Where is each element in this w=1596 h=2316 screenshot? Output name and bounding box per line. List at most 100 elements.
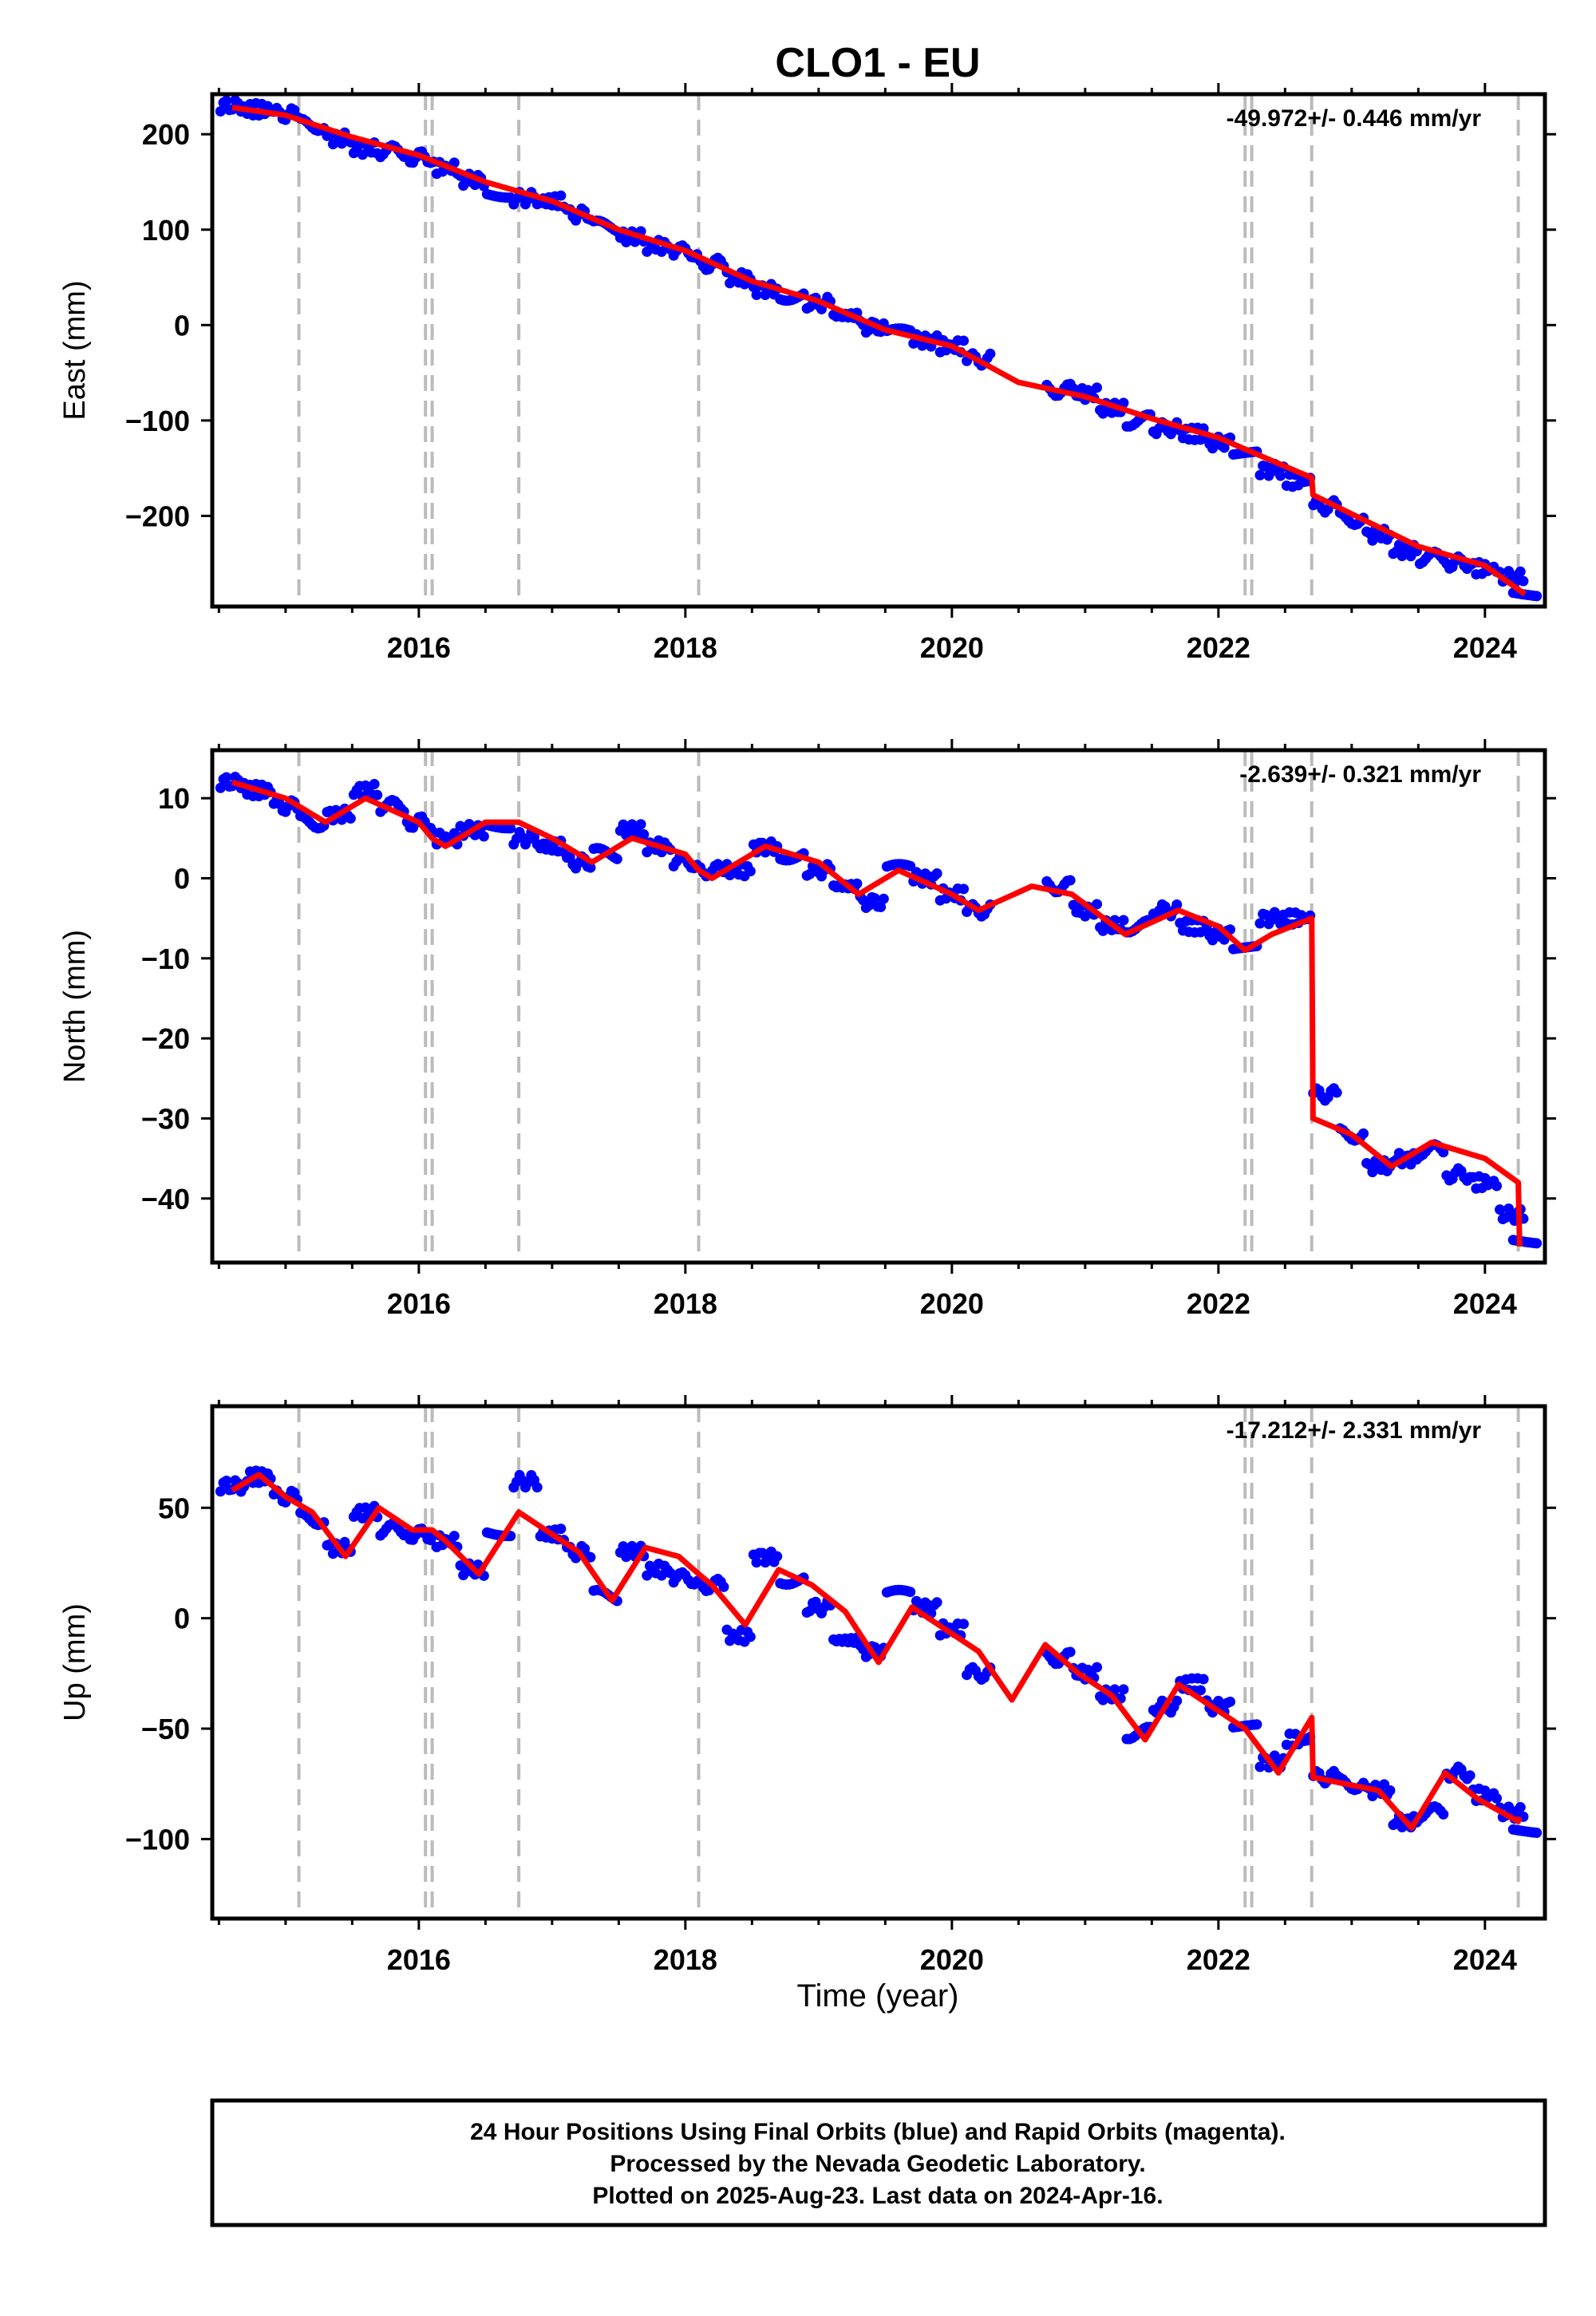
north-x-tick-label: 2016 [387, 1287, 451, 1320]
up-data-point [905, 1587, 916, 1598]
up-data-point [1464, 1770, 1476, 1781]
east-y-tick-label: 200 [142, 118, 190, 151]
east-y-axis-label: East (mm) [58, 280, 92, 420]
north-data-point [875, 902, 887, 913]
north-data-point [611, 853, 622, 864]
x-axis-label: Time (year) [797, 1978, 959, 2014]
north-x-tick-label: 2018 [654, 1287, 717, 1320]
up-data-point [215, 1486, 226, 1497]
up-y-tick-label: −50 [141, 1713, 190, 1745]
north-data-point [1491, 1180, 1503, 1192]
north-y-tick-label: −10 [141, 943, 190, 975]
north-y-tick-label: 10 [158, 782, 190, 815]
footer-line-2: Processed by the Nevada Geodetic Laborat… [610, 2151, 1145, 2177]
up-data-point [745, 1631, 756, 1642]
north-data-point [618, 819, 629, 830]
north-data-point [505, 823, 516, 834]
east-data-point [958, 335, 970, 346]
north-data-point [1331, 1087, 1342, 1098]
up-y-tick-label: 50 [158, 1492, 190, 1524]
up-data-point [531, 1482, 543, 1493]
east-plot-frame [210, 92, 1547, 609]
up-data-point [1531, 1828, 1543, 1839]
east-data-point [1515, 566, 1526, 577]
up-data-point [931, 1597, 942, 1608]
north-data-point [1065, 875, 1076, 886]
north-data-point [1495, 1204, 1506, 1215]
up-data-point [804, 1606, 816, 1617]
north-y-tick-label: −30 [141, 1102, 190, 1135]
up-data-point [958, 1618, 970, 1630]
east-data-point [1396, 551, 1408, 562]
up-x-tick-label: 2022 [1187, 1943, 1250, 1976]
east-data-point [1254, 469, 1266, 480]
north-data-point [1171, 899, 1183, 910]
north-data-point [863, 899, 875, 911]
up-panel: 2016 2018 2020 2022 2024 −100 −50 0 50 Up (mm) -17… [58, 1395, 1556, 1976]
east-x-tick-label: 2024 [1453, 631, 1517, 664]
up-data-point [626, 1540, 638, 1551]
up-plot-frame [210, 1404, 1547, 1921]
east-data-point [555, 190, 567, 201]
chart-title: CLO1 - EU [775, 40, 980, 86]
east-data-point [1518, 575, 1529, 587]
up-y-tick-label: −100 [125, 1823, 190, 1856]
up-x-tick-label: 2016 [387, 1943, 451, 1976]
north-data-point [878, 893, 889, 904]
east-data-point [327, 139, 338, 150]
east-data-point [760, 290, 771, 301]
north-rate-label: -2.639+/- 0.321 mm/yr [1239, 761, 1481, 788]
east-data-point [917, 340, 928, 351]
north-data-point [1118, 915, 1129, 926]
footer-line-1: 24 Hour Positions Using Final Orbits (bl… [470, 2119, 1286, 2145]
east-data-point [1207, 443, 1219, 454]
north-data-point [464, 819, 475, 830]
up-data-point [1171, 1695, 1183, 1706]
east-data-point [1118, 397, 1129, 409]
up-data-point [1225, 1696, 1236, 1707]
up-data-point [1491, 1792, 1503, 1804]
up-data-point [1109, 1684, 1120, 1695]
north-y-axis-label: North (mm) [58, 930, 92, 1083]
north-plot-frame [210, 748, 1547, 1265]
up-data-point [327, 1548, 338, 1559]
east-data-point [863, 325, 875, 336]
up-data-point [751, 1557, 762, 1568]
east-data-point [1275, 470, 1286, 481]
north-y-tick-label: −20 [141, 1022, 190, 1055]
up-data-point [760, 1557, 771, 1568]
east-panel: 2016 2018 2020 2022 2024 −200 −100 0 100 200 East … [58, 83, 1556, 664]
north-data-point [1358, 1128, 1369, 1139]
east-data-point [469, 180, 480, 191]
up-x-tick-label: 2020 [920, 1943, 984, 1976]
north-panel: 2016 2018 2020 2022 2024 −40 −30 −20 −10 0 10 North… [58, 739, 1556, 1320]
up-data-point [1254, 1761, 1266, 1773]
east-model-line [231, 105, 1527, 597]
up-data-point [618, 1541, 629, 1552]
east-y-tick-label: 100 [142, 214, 190, 247]
up-data-point [1396, 1821, 1408, 1832]
north-y-tick-label: 0 [174, 863, 190, 895]
north-data-point [478, 831, 489, 842]
east-x-tick-label: 2020 [920, 631, 984, 664]
north-data-point [1254, 918, 1266, 929]
north-data-point [745, 866, 756, 877]
up-data-point [1385, 1784, 1396, 1796]
up-data-point [448, 1531, 460, 1542]
north-data-point [635, 819, 646, 830]
north-data-point [1092, 899, 1103, 910]
north-data-point [1531, 1238, 1543, 1249]
north-data-point [1207, 935, 1219, 946]
up-x-tick-label: 2018 [654, 1943, 717, 1976]
north-data-point [804, 868, 816, 879]
east-data-point [448, 157, 460, 168]
up-data-point [1251, 1719, 1262, 1730]
north-data-point [638, 829, 650, 840]
north-data-point [958, 883, 970, 895]
up-data-point [1213, 1695, 1224, 1706]
up-y-tick-label: 0 [174, 1603, 190, 1635]
east-data-point [1092, 382, 1103, 393]
east-y-tick-label: −200 [125, 500, 190, 532]
up-data-point [772, 1551, 783, 1562]
